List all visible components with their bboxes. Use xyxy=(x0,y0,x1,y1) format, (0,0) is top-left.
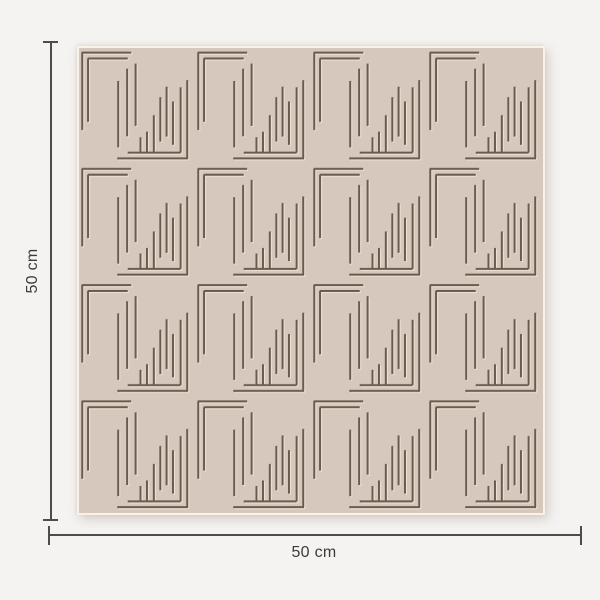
height-dimension-label: 50 cm xyxy=(24,248,41,294)
width-dimension-right-tick xyxy=(580,526,582,545)
width-dimension-left-tick xyxy=(48,526,50,545)
height-dimension-line xyxy=(50,42,52,521)
width-dimension-label: 50 cm xyxy=(291,544,337,561)
height-dimension-bottom-tick xyxy=(43,519,58,521)
panel-pattern-svg xyxy=(79,48,543,513)
panel-swatch xyxy=(77,46,545,515)
height-dimension-top-tick xyxy=(43,41,58,43)
width-dimension-line xyxy=(49,534,582,536)
